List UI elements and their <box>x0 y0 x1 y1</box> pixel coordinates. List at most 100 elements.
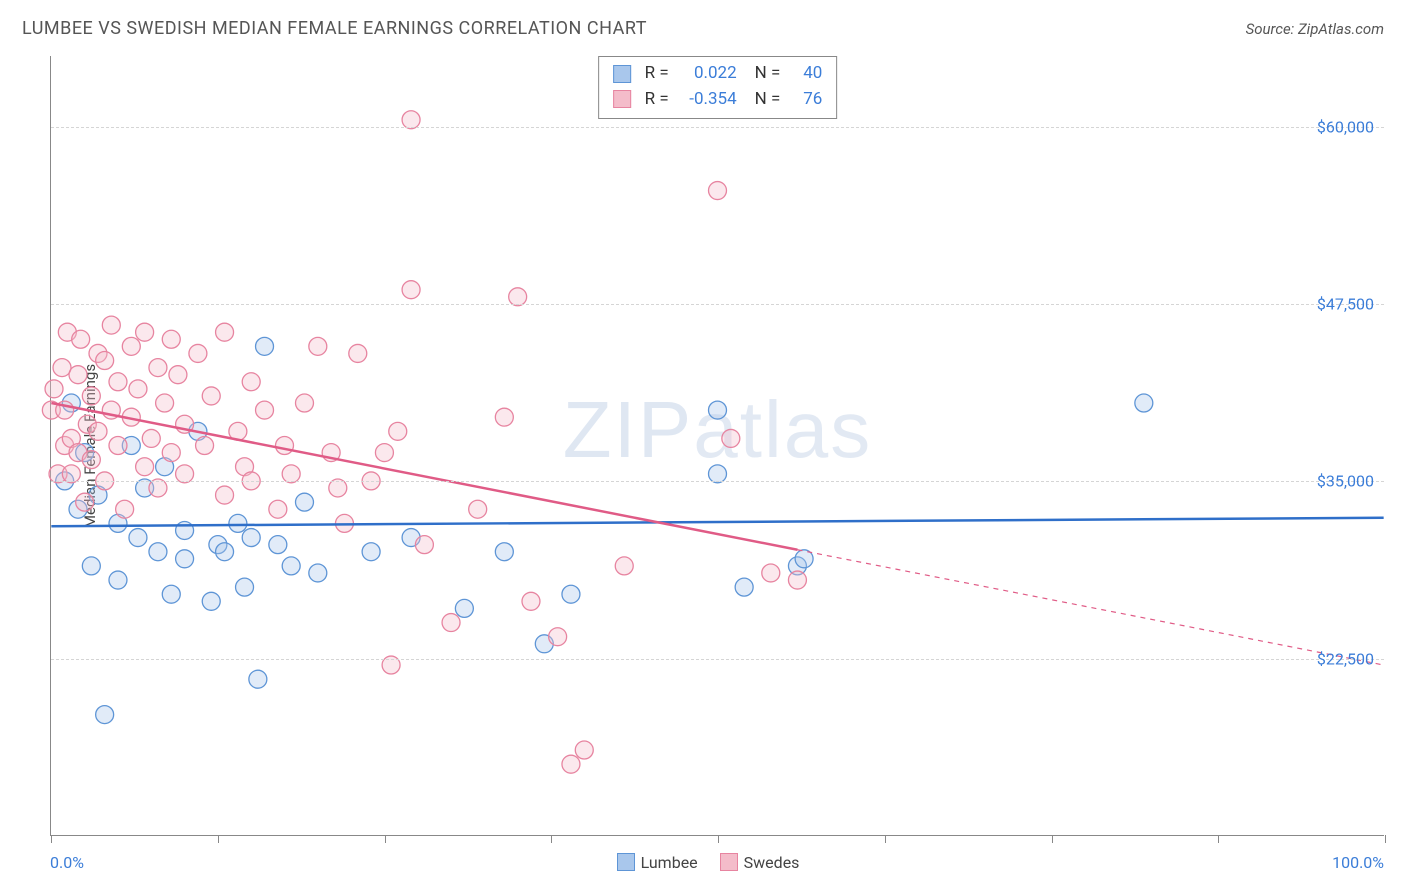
x-axis-row: 0.0% Lumbee Swedes 100.0% <box>50 853 1384 872</box>
swedes-point <box>136 323 154 341</box>
gridline <box>51 659 1384 660</box>
swedes-point <box>722 429 740 447</box>
swedes-point <box>469 500 487 518</box>
swedes-point <box>256 401 274 419</box>
x-axis-min: 0.0% <box>50 853 84 872</box>
stat-value-r: -0.354 <box>677 87 737 113</box>
lumbee-point <box>162 585 180 603</box>
legend-swatch <box>613 90 631 108</box>
swedes-point <box>216 323 234 341</box>
correlation-legend-box: R =0.022N =40R =-0.354N =76 <box>598 56 838 119</box>
swedes-point <box>549 628 567 646</box>
lumbee-point <box>256 337 274 355</box>
legend-swatch <box>613 65 631 83</box>
swedes-point <box>415 536 433 554</box>
swedes-point <box>62 465 80 483</box>
lumbee-point <box>362 543 380 561</box>
swedes-point <box>509 288 527 306</box>
swedes-point <box>76 493 94 511</box>
swedes-point <box>189 344 207 362</box>
x-tick <box>218 835 219 843</box>
swedes-point <box>53 359 71 377</box>
swedes-point <box>89 422 107 440</box>
swedes-point <box>162 444 180 462</box>
x-tick <box>1385 835 1386 843</box>
correlation-legend-row: R =-0.354N =76 <box>613 87 823 113</box>
x-tick <box>385 835 386 843</box>
lumbee-point <box>82 557 100 575</box>
lumbee-trend-line <box>51 518 1383 526</box>
x-tick <box>1218 835 1219 843</box>
x-tick <box>885 835 886 843</box>
lumbee-point <box>455 599 473 617</box>
header-row: LUMBEE VS SWEDISH MEDIAN FEMALE EARNINGS… <box>0 0 1406 47</box>
legend-label: Lumbee <box>641 853 698 872</box>
lumbee-point <box>296 493 314 511</box>
gridline <box>51 127 1384 128</box>
source-label: Source: ZipAtlas.com <box>1246 20 1384 38</box>
gridline <box>51 304 1384 305</box>
swedes-point <box>389 422 407 440</box>
swedes-point <box>82 451 100 469</box>
x-tick <box>718 835 719 843</box>
swedes-point <box>202 387 220 405</box>
lumbee-point <box>309 564 327 582</box>
swedes-point <box>296 394 314 412</box>
legend-item: Lumbee <box>617 853 698 872</box>
lumbee-point <box>149 543 167 561</box>
swedes-point <box>122 337 140 355</box>
stat-label-r: R = <box>645 61 669 87</box>
lumbee-point <box>282 557 300 575</box>
swedes-point <box>129 380 147 398</box>
swedes-point <box>709 182 727 200</box>
swedes-point <box>615 557 633 575</box>
swedes-point <box>562 755 580 773</box>
swedes-point <box>156 394 174 412</box>
swedes-point <box>309 337 327 355</box>
stat-value-r: 0.022 <box>677 61 737 87</box>
gridline <box>51 481 1384 482</box>
series-legend: Lumbee Swedes <box>617 853 800 872</box>
swedes-point <box>109 437 127 455</box>
stat-label-n: N = <box>755 61 781 87</box>
x-tick <box>51 835 52 843</box>
plot-area: ZIPatlas R =0.022N =40R =-0.354N =76 $22… <box>50 56 1384 836</box>
lumbee-point <box>202 592 220 610</box>
swedes-trend-line-dashed <box>797 550 1383 665</box>
chart-title: LUMBEE VS SWEDISH MEDIAN FEMALE EARNINGS… <box>22 18 647 39</box>
swedes-point <box>349 344 367 362</box>
swedes-point <box>402 281 420 299</box>
swedes-point <box>442 614 460 632</box>
lumbee-point <box>495 543 513 561</box>
swedes-point <box>69 366 87 384</box>
swedes-point <box>72 330 90 348</box>
lumbee-point <box>109 571 127 589</box>
lumbee-point <box>249 670 267 688</box>
correlation-legend-row: R =0.022N =40 <box>613 61 823 87</box>
lumbee-point <box>269 536 287 554</box>
swedes-point <box>162 330 180 348</box>
lumbee-point <box>735 578 753 596</box>
lumbee-point <box>129 529 147 547</box>
swedes-point <box>176 465 194 483</box>
legend-swatch <box>617 853 635 871</box>
x-axis-max: 100.0% <box>1332 853 1384 872</box>
swedes-point <box>762 564 780 582</box>
y-tick-label: $60,000 <box>1317 117 1374 136</box>
legend-item: Swedes <box>720 853 800 872</box>
lumbee-point <box>709 465 727 483</box>
plot-wrap: ZIPatlas R =0.022N =40R =-0.354N =76 $22… <box>50 56 1384 836</box>
swedes-point <box>242 373 260 391</box>
swedes-point <box>82 387 100 405</box>
swedes-point <box>196 437 214 455</box>
swedes-point <box>109 373 127 391</box>
swedes-point <box>375 444 393 462</box>
lumbee-point <box>1135 394 1153 412</box>
lumbee-point <box>562 585 580 603</box>
swedes-point <box>136 458 154 476</box>
lumbee-point <box>709 401 727 419</box>
lumbee-point <box>236 578 254 596</box>
legend-swatch <box>720 853 738 871</box>
stat-value-n: 76 <box>788 87 822 113</box>
swedes-point <box>282 465 300 483</box>
